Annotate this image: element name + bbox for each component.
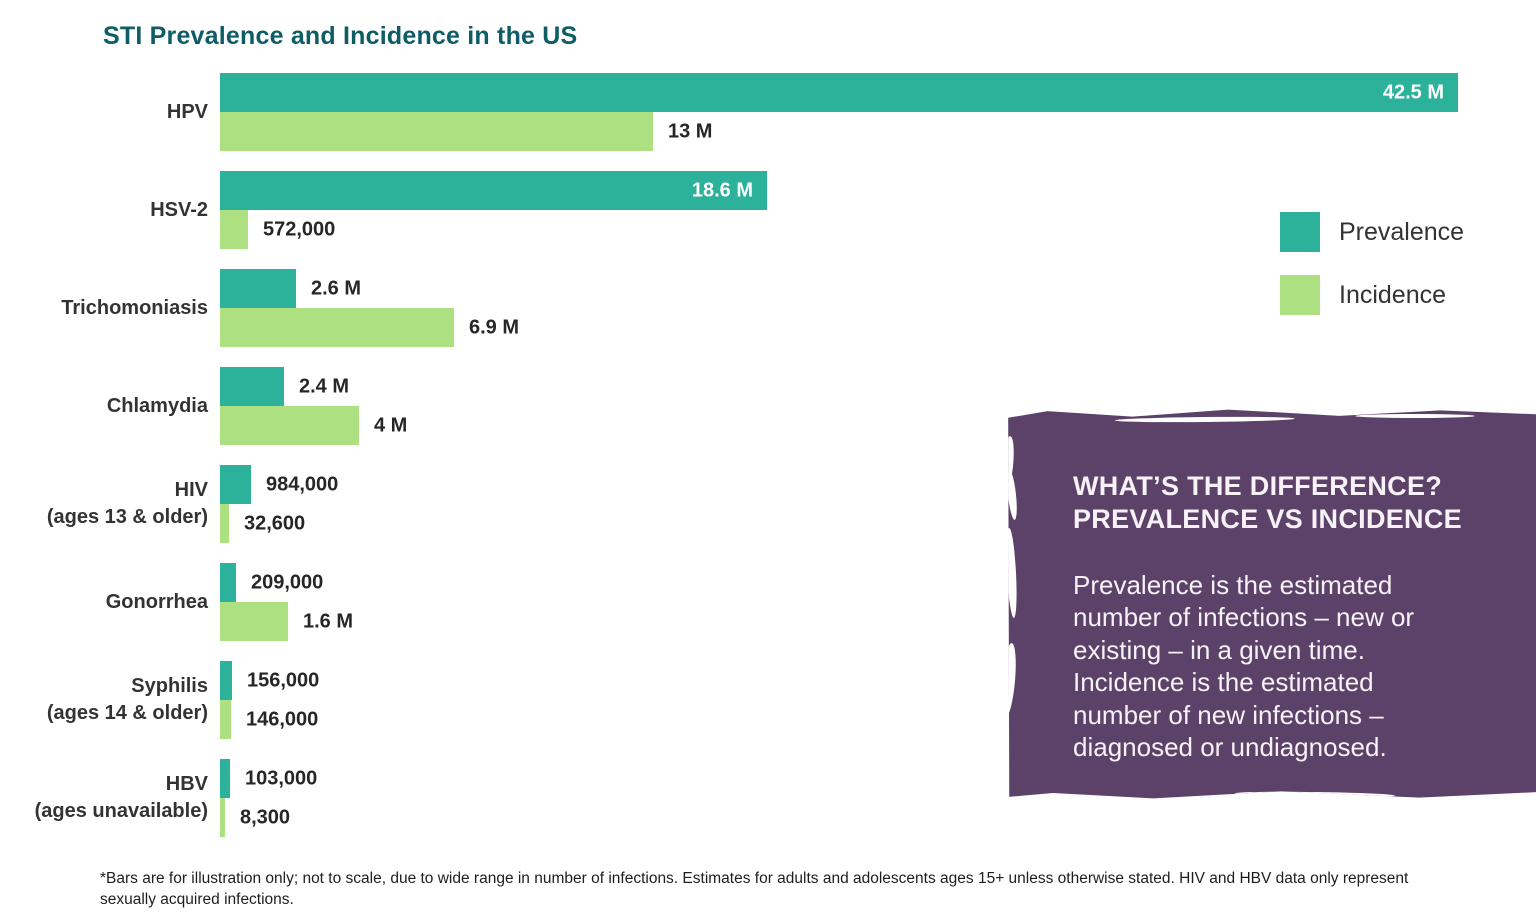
chart-row: Trichomoniasis 2.6 M 6.9 M [0, 269, 1536, 347]
prevalence-bar: 984,000 [220, 465, 338, 504]
incidence-value-label: 13 M [668, 120, 713, 142]
bar-pair: 18.6 M 572,000 [220, 171, 1536, 249]
brush-stroke [1114, 416, 1296, 423]
callout-body-line: number of new infections – [1073, 699, 1384, 730]
incidence-bar: 8,300 [220, 798, 290, 837]
incidence-value-label: 6.9 M [469, 316, 520, 338]
incidence-bar: 4 M [220, 406, 407, 445]
callout-heading-line: WHAT’S THE DIFFERENCE? [1073, 471, 1443, 501]
category-sublabel: (ages 14 & older) [46, 702, 208, 724]
prevalence-swatch [1280, 212, 1320, 252]
legend: Prevalence Incidence [1280, 212, 1464, 315]
prevalence-value-label: 984,000 [266, 473, 339, 495]
chart-row: HIV (ages 13 & older) 984,000 32,600 [0, 465, 1536, 543]
category-sublabel: (ages 13 & older) [46, 506, 208, 528]
category-name: Syphilis [131, 675, 208, 697]
legend-label: Prevalence [1339, 217, 1465, 246]
category-label: HPV [0, 99, 220, 126]
category-label: Trichomoniasis [0, 295, 220, 322]
bar-pair: 2.6 M 6.9 M [220, 269, 1536, 347]
incidence-value-label: 4 M [374, 414, 408, 436]
callout-body: Prevalence is the estimated number of inf… [1073, 569, 1506, 764]
category-name: Gonorrhea [105, 590, 208, 613]
prevalence-bar: 2.4 M [220, 367, 349, 406]
chart-footnote: *Bars are for illustration only; not to … [100, 870, 1409, 908]
incidence-bar: 6.9 M [220, 308, 519, 347]
legend-item-incidence: Incidence [1280, 275, 1464, 315]
chart-row: HBV (ages unavailable) 103,000 8,300 [0, 759, 1536, 837]
category-label: HBV (ages unavailable) [0, 771, 220, 825]
bar-pair: 103,000 8,300 [220, 759, 1536, 837]
prevalence-bar: 103,000 [220, 759, 317, 798]
category-label: Syphilis (ages 14 & older) [0, 673, 220, 727]
chart-row: HPV 42.5 M 13 M [0, 73, 1536, 151]
incidence-value-label: 32,600 [244, 512, 306, 534]
incidence-bar: 13 M [220, 112, 712, 151]
prevalence-value-label: 156,000 [247, 669, 320, 691]
callout-body-line: number of infections – new or [1073, 602, 1415, 633]
callout-body-line: diagnosed or undiagnosed. [1073, 732, 1387, 763]
incidence-value-label: 572,000 [263, 218, 336, 240]
bar-pair: 984,000 32,600 [220, 465, 1536, 543]
callout-body-line: Incidence is the estimated [1073, 667, 1374, 698]
incidence-bar: 572,000 [220, 210, 335, 249]
callout-box: WHAT’S THE DIFFERENCE? PREVALENCE VS INC… [1008, 409, 1536, 799]
category-name: Chlamydia [106, 394, 208, 417]
prevalence-bar: 18.6 M [220, 171, 767, 210]
category-name: HSV-2 [150, 198, 208, 221]
callout-heading-line: PREVALENCE VS INCIDENCE [1073, 503, 1462, 534]
callout-heading: WHAT’S THE DIFFERENCE? PREVALENCE VS INC… [1073, 470, 1506, 536]
chart-row: Gonorrhea 209,000 1.6 M [0, 563, 1536, 641]
chart-row: Chlamydia 2.4 M 4 M [0, 367, 1536, 445]
legend-label: Incidence [1339, 280, 1447, 309]
category-name: HIV [174, 479, 208, 501]
chart-row: HSV-2 18.6 M 572,000 [0, 171, 1536, 249]
incidence-value-label: 1.6 M [303, 610, 354, 632]
category-label: HSV-2 [0, 197, 220, 224]
prevalence-bar: 2.6 M [220, 269, 361, 308]
prevalence-value-label: 2.6 M [311, 277, 362, 299]
prevalence-value-label: 18.6 M [691, 179, 753, 201]
category-name: Trichomoniasis [61, 296, 208, 319]
bar-pair: 209,000 1.6 M [220, 563, 1536, 641]
incidence-value-label: 8,300 [240, 806, 291, 828]
callout-body-line: Prevalence is the estimated [1073, 569, 1393, 600]
bar-pair: 156,000 146,000 [220, 661, 1536, 739]
category-label: HIV (ages 13 & older) [0, 477, 220, 531]
bar-pair: 2.4 M 4 M [220, 367, 1536, 445]
legend-item-prevalence: Prevalence [1280, 212, 1464, 252]
category-name: HBV [165, 773, 208, 795]
incidence-bar: 32,600 [220, 504, 305, 543]
bar-pair: 42.5 M 13 M [220, 73, 1536, 151]
category-name: HPV [166, 100, 208, 123]
category-sublabel: (ages unavailable) [34, 800, 208, 822]
prevalence-value-label: 42.5 M [1382, 81, 1444, 103]
chart-title: STI Prevalence and Incidence in the US [103, 22, 578, 50]
prevalence-value-label: 103,000 [245, 767, 318, 789]
callout-body-line: existing – in a given time. [1073, 634, 1365, 665]
category-label: Gonorrhea [0, 589, 220, 616]
prevalence-bar: 209,000 [220, 563, 323, 602]
incidence-bar: 1.6 M [220, 602, 353, 641]
incidence-bar: 146,000 [220, 700, 318, 739]
category-label: Chlamydia [0, 393, 220, 420]
bar-chart: HPV 42.5 M 13 M HSV-2 18.6 M 572,000 [0, 73, 1536, 837]
incidence-value-label: 146,000 [246, 708, 319, 730]
chart-row: Syphilis (ages 14 & older) 156,000 146,0… [0, 661, 1536, 739]
prevalence-value-label: 209,000 [251, 571, 324, 593]
incidence-swatch [1280, 275, 1320, 315]
brush-stroke [1355, 414, 1475, 418]
prevalence-bar: 42.5 M [220, 73, 1458, 112]
prevalence-bar: 156,000 [220, 661, 319, 700]
prevalence-value-label: 2.4 M [299, 375, 350, 397]
